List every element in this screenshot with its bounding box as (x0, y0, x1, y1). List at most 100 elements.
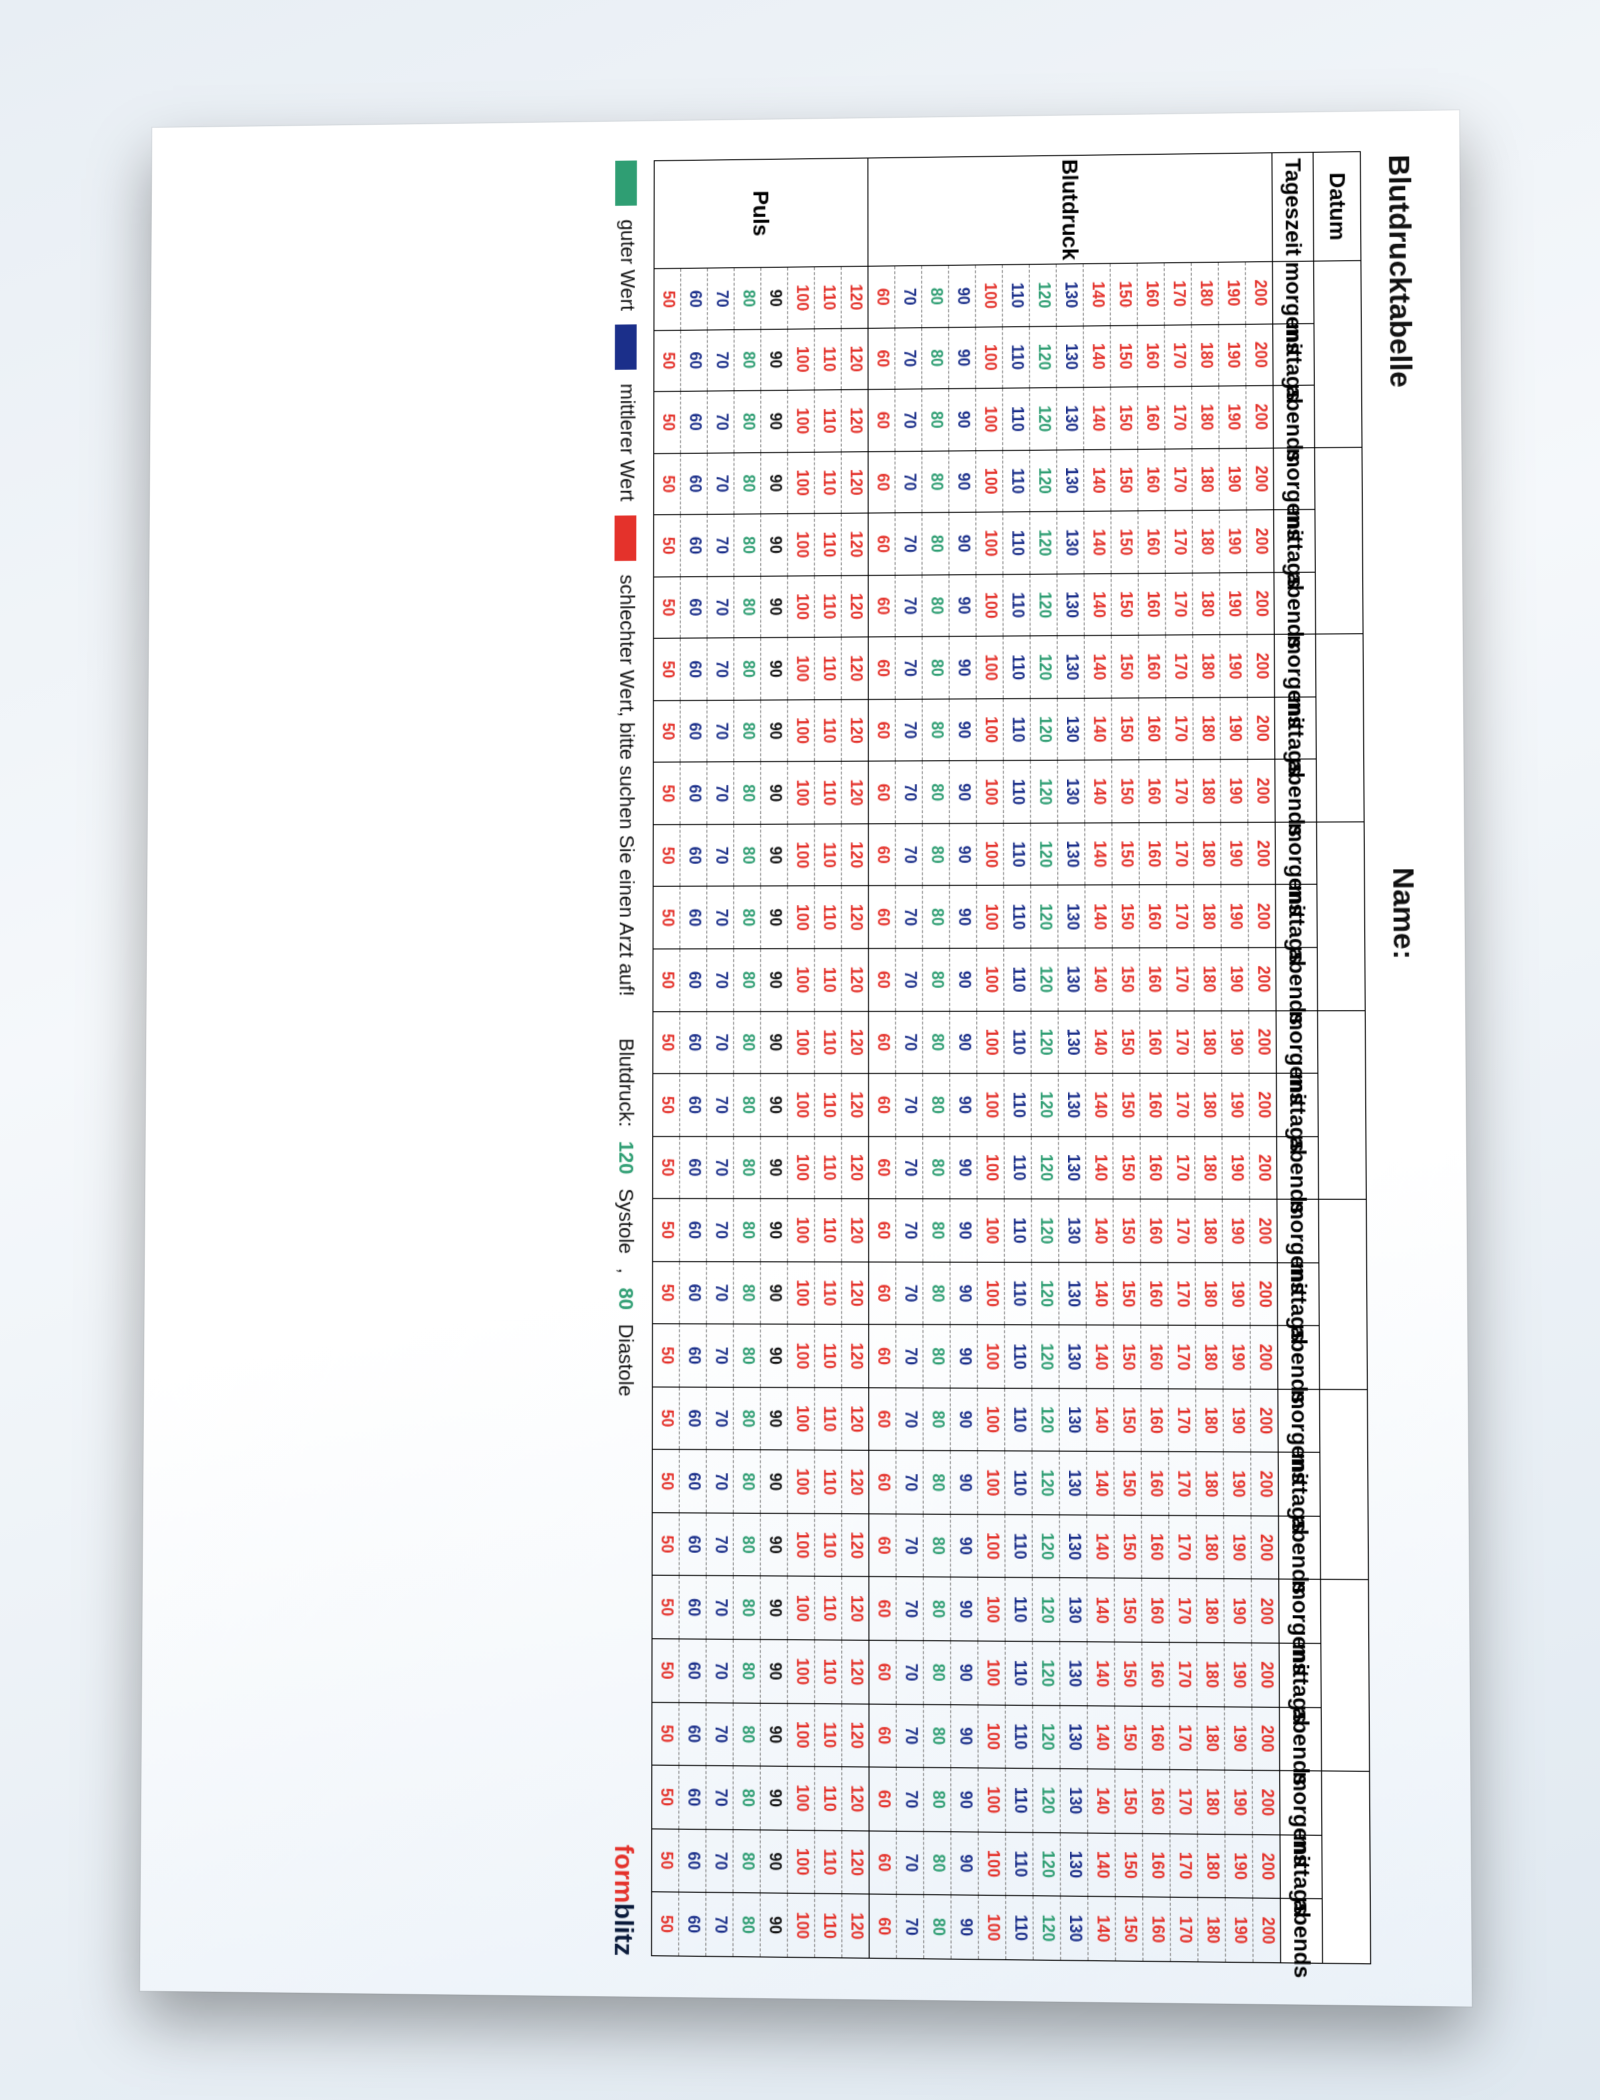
reading-cell[interactable]: 1201101009080706050 (652, 1765, 869, 1830)
reading-cell[interactable]: 2001901801701601501401301201101009080706… (869, 1451, 1279, 1516)
reading-cell[interactable]: 2001901801701601501401301201101009080706… (869, 1514, 1279, 1580)
scale-value: 130 (1058, 1137, 1085, 1199)
reading-cell[interactable]: 1201101009080706050 (653, 575, 868, 638)
scale-value: 120 (1032, 1452, 1059, 1514)
scale-value: 90 (949, 1011, 976, 1073)
reading-cell[interactable]: 2001901801701601501401301201101009080706… (869, 1136, 1277, 1199)
scale-value: 110 (1002, 450, 1029, 511)
reading-cell[interactable]: 2001901801701601501401301201101009080706… (869, 1831, 1280, 1899)
reading-cell[interactable]: 1201101009080706050 (653, 948, 869, 1011)
reading-cell[interactable]: 1201101009080706050 (653, 637, 868, 700)
scale-value: 80 (923, 1832, 950, 1895)
scale-value: 100 (787, 1577, 814, 1639)
reading-cell[interactable]: 2001901801701601501401301201101009080706… (869, 1325, 1278, 1389)
reading-cell[interactable]: 1201101009080706050 (653, 699, 868, 762)
header-date-blank[interactable] (1317, 822, 1366, 1011)
scale-value: 90 (950, 1452, 977, 1514)
scale-value: 190 (1223, 1453, 1251, 1516)
reading-cell[interactable]: 2001901801701601501401301201101009080706… (868, 572, 1274, 637)
reading-cell[interactable]: 1201101009080706050 (652, 1513, 869, 1577)
reading-cell[interactable]: 2001901801701601501401301201101009080706… (869, 1073, 1277, 1136)
reading-cell[interactable]: 2001901801701601501401301201101009080706… (868, 948, 1276, 1011)
reading-cell[interactable]: 2001901801701601501401301201101009080706… (869, 1640, 1279, 1707)
reading-cell[interactable]: 2001901801701601501401301201101009080706… (868, 448, 1274, 513)
header-date-blank[interactable] (1315, 447, 1363, 634)
reading-cell[interactable]: 2001901801701601501401301201101009080706… (869, 1388, 1278, 1453)
scale-value: 70 (895, 575, 922, 636)
reading-cell[interactable]: 1201101009080706050 (654, 513, 869, 577)
scale-value: 120 (841, 1894, 868, 1957)
header-date-blank[interactable] (1318, 1010, 1367, 1199)
scale-value: 80 (923, 1705, 950, 1768)
header-time: mittags (1275, 697, 1317, 760)
reading-cell[interactable]: 1201101009080706050 (652, 1261, 868, 1324)
header-date-blank[interactable] (1314, 261, 1362, 448)
reading-cell[interactable]: 1201101009080706050 (653, 1011, 869, 1074)
reading-cell[interactable]: 2001901801701601501401301201101009080706… (869, 1577, 1279, 1643)
reading-cell[interactable]: 2001901801701601501401301201101009080706… (869, 1894, 1281, 1963)
header-tageszeit: Tageszeit (1272, 152, 1314, 261)
scale-value: 120 (1032, 1833, 1060, 1896)
scale-value: 90 (950, 1262, 977, 1324)
reading-cell[interactable]: 1201101009080706050 (653, 1136, 869, 1199)
reading-cell[interactable]: 1201101009080706050 (652, 1324, 868, 1388)
reading-cell[interactable]: 2001901801701601501401301201101009080706… (868, 510, 1274, 575)
reading-cell[interactable]: 2001901801701601501401301201101009080706… (869, 1262, 1278, 1326)
reading-cell[interactable]: 2001901801701601501401301201101009080706… (868, 697, 1275, 761)
scale-value: 100 (977, 1578, 1004, 1641)
header-date-blank[interactable] (1316, 634, 1365, 822)
reading-cell[interactable]: 1201101009080706050 (653, 1074, 869, 1137)
scale-value: 120 (841, 1577, 868, 1639)
reading-cell[interactable]: 2001901801701601501401301201101009080706… (868, 324, 1273, 390)
scale-value: 140 (1087, 1770, 1115, 1833)
reading-cell[interactable]: 1201101009080706050 (652, 1829, 869, 1895)
scale-value: 100 (975, 265, 1002, 326)
header-date-blank[interactable] (1321, 1580, 1370, 1772)
reading-cell[interactable]: 1201101009080706050 (652, 1387, 869, 1451)
scale-value: 90 (950, 1515, 977, 1577)
header-date-blank[interactable] (1322, 1771, 1371, 1964)
reading-cell[interactable]: 1201101009080706050 (652, 1450, 869, 1514)
reading-cell[interactable]: 1201101009080706050 (653, 761, 868, 824)
reading-cell[interactable]: 1201101009080706050 (652, 1702, 869, 1767)
scale-value: 60 (680, 269, 707, 330)
reading-cell[interactable]: 2001901801701601501401301201101009080706… (868, 635, 1274, 700)
reading-cell[interactable]: 1201101009080706050 (654, 390, 868, 454)
reading-cell[interactable]: 1201101009080706050 (652, 1892, 870, 1958)
reading-cell[interactable]: 2001901801701601501401301201101009080706… (869, 1704, 1280, 1771)
reading-cell[interactable]: 2001901801701601501401301201101009080706… (868, 262, 1273, 328)
scale-value: 90 (949, 886, 976, 948)
reading-cell[interactable]: 1201101009080706050 (652, 1576, 869, 1641)
scale-value: 140 (1085, 948, 1112, 1010)
reading-cell[interactable]: 1201101009080706050 (653, 824, 868, 887)
scale-value: 190 (1221, 1011, 1249, 1073)
scale-value: 60 (870, 1831, 896, 1894)
scale-value: 70 (894, 328, 921, 389)
scale-value: 140 (1083, 326, 1110, 387)
reading-cell[interactable]: 1201101009080706050 (652, 1639, 869, 1704)
reading-cell[interactable]: 1201101009080706050 (653, 886, 868, 949)
header-date-blank[interactable] (1320, 1389, 1369, 1580)
reading-cell[interactable]: 1201101009080706050 (654, 266, 868, 330)
reading-cell[interactable]: 1201101009080706050 (653, 1199, 869, 1262)
reading-cell[interactable]: 2001901801701601501401301201101009080706… (868, 760, 1275, 824)
scale-value: 170 (1165, 573, 1192, 634)
scale-value: 60 (679, 1262, 706, 1324)
scale-value: 80 (733, 576, 760, 637)
reading-cell[interactable]: 2001901801701601501401301201101009080706… (869, 1199, 1278, 1263)
scale-value: 80 (922, 637, 949, 698)
reading-cell[interactable]: 1201101009080706050 (654, 328, 868, 392)
scale-value: 160 (1142, 1770, 1170, 1833)
scale-value: 180 (1196, 1643, 1224, 1706)
scale-value: 120 (841, 638, 868, 699)
scale-value: 140 (1085, 1074, 1112, 1136)
reading-cell[interactable]: 2001901801701601501401301201101009080706… (869, 1767, 1280, 1834)
reading-cell[interactable]: 2001901801701601501401301201101009080706… (868, 1010, 1276, 1073)
header-date-blank[interactable] (1319, 1199, 1368, 1389)
reading-cell[interactable]: 2001901801701601501401301201101009080706… (868, 822, 1275, 886)
reading-cell[interactable]: 2001901801701601501401301201101009080706… (868, 885, 1275, 949)
reading-cell[interactable]: 2001901801701601501401301201101009080706… (868, 386, 1273, 452)
scale-value: 60 (869, 1325, 895, 1387)
reading-cell[interactable]: 1201101009080706050 (654, 451, 868, 515)
scale-value: 90 (760, 762, 787, 823)
